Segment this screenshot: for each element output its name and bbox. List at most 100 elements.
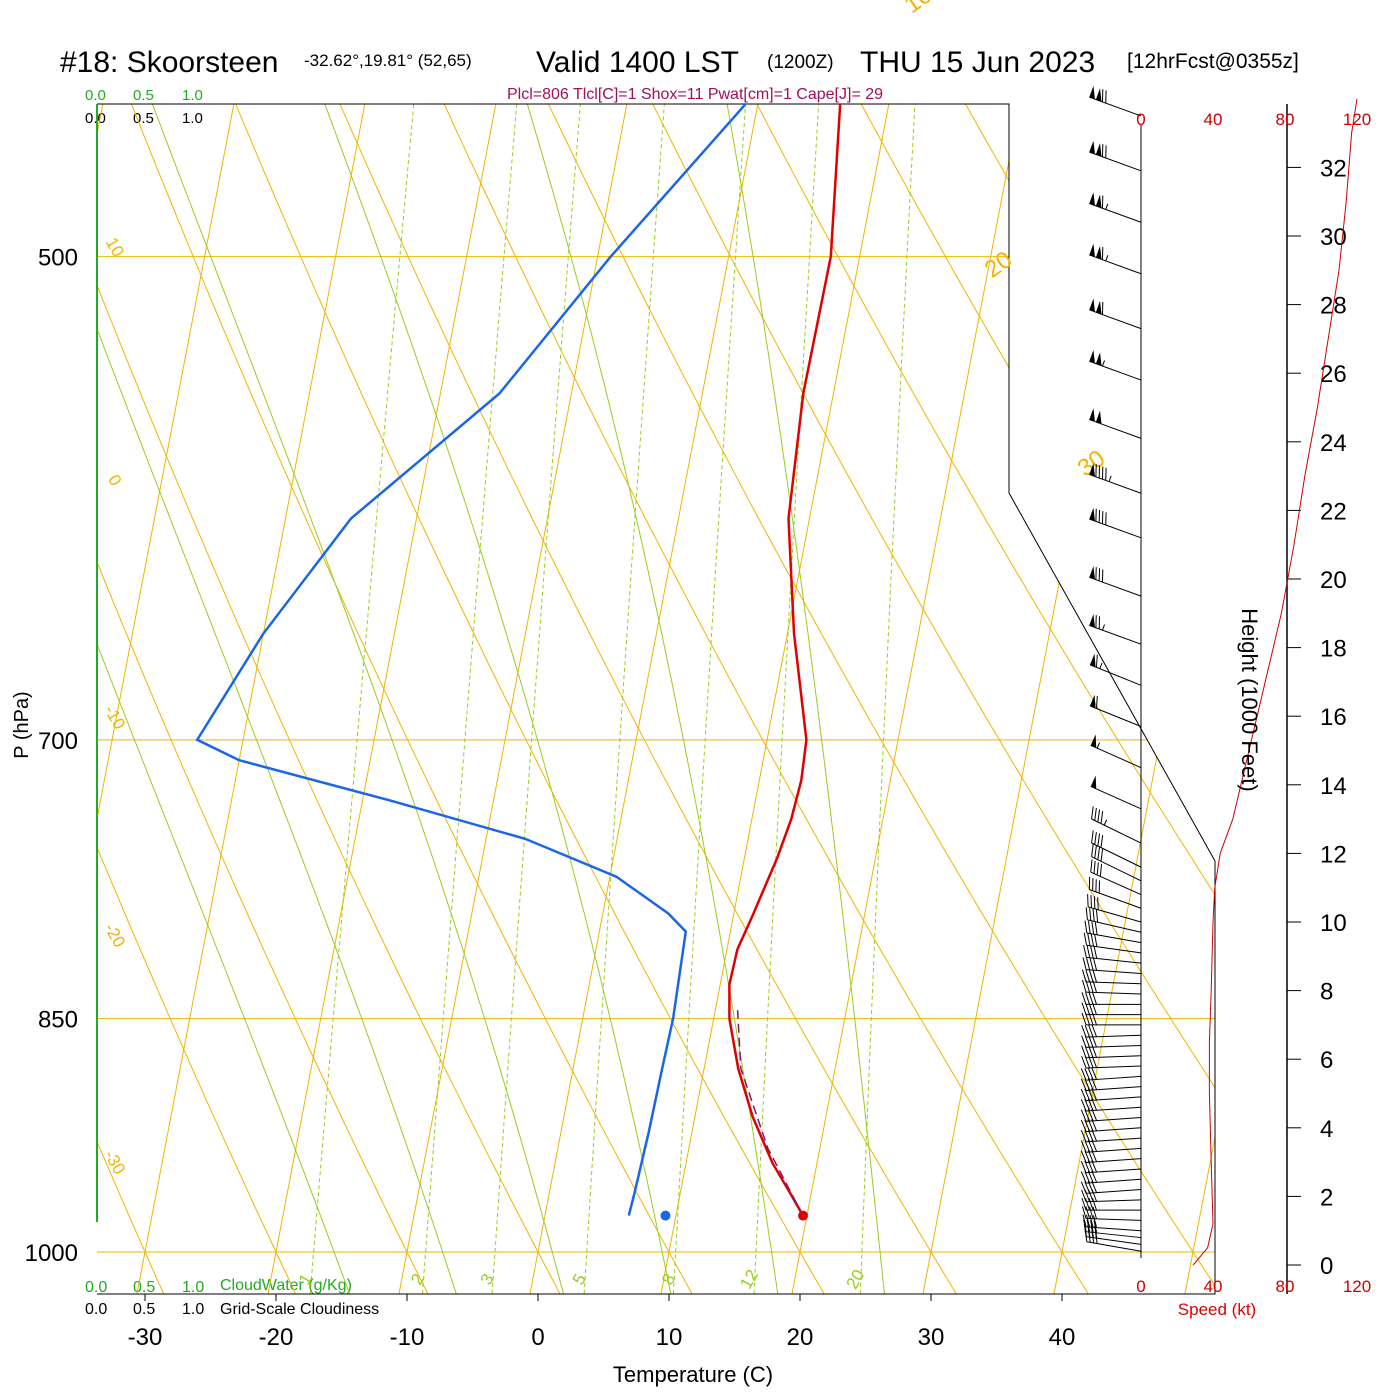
wind-barb-staff — [1089, 518, 1142, 539]
wind-barb — [1089, 243, 1142, 275]
height-tick-label: 4 — [1320, 1116, 1333, 1143]
height-tick-label: 32 — [1320, 155, 1347, 182]
wind-barb — [1081, 1197, 1141, 1211]
wind-barb-staff — [1089, 705, 1142, 727]
cloudwater-tick-2: 1.0 — [182, 1279, 204, 1296]
cloudwater-legend-label: CloudWater (g/Kg) — [220, 1277, 352, 1294]
wind-barb-staff — [1086, 956, 1142, 964]
wind-barb-feather — [1096, 862, 1099, 876]
wind-barb-feather — [1080, 1078, 1087, 1091]
wind-barb — [1082, 1214, 1142, 1232]
pressure-tick-label: 850 — [38, 1007, 78, 1034]
wind-speed-profile — [1192, 98, 1358, 1266]
wind-barb-feather — [1088, 969, 1094, 983]
wind-barb-feather — [1084, 1024, 1090, 1038]
wind-barb-feather — [1085, 957, 1091, 970]
parcel-path — [736, 1010, 804, 1216]
wind-barb-staff — [1086, 1217, 1142, 1221]
wind-barb-feather — [1084, 920, 1088, 934]
wind-barb — [1091, 844, 1142, 882]
wind-barb-half-feather — [1102, 360, 1105, 367]
wind-barb-staff — [1089, 202, 1142, 223]
wind-barb — [1085, 907, 1142, 933]
wind-barb-feather — [1095, 654, 1098, 668]
temperature-tick-label: -30 — [128, 1324, 163, 1351]
wind-panel: 0246810121416182022242628303200404080801… — [1080, 85, 1371, 1296]
wind-barb-pennant — [1089, 408, 1095, 422]
wind-barb-staff — [1089, 888, 1142, 909]
wind-barb-feather — [1080, 1130, 1087, 1143]
cloudwater-scale-top: 0.0 0.5 1.0 — [85, 87, 203, 104]
wind-barb-staff — [1086, 1034, 1142, 1038]
wind-barb-feather — [1088, 1024, 1094, 1038]
wind-barb — [1090, 734, 1142, 769]
cloudwater-tick-2: 1.0 — [182, 87, 203, 104]
wind-barb-pennant — [1095, 88, 1102, 102]
wind-barb-feather — [1097, 809, 1101, 823]
dewpoint-profile — [195, 104, 911, 1216]
wind-barb-staff — [1086, 1168, 1142, 1174]
wind-barb-feather — [1097, 847, 1101, 860]
wind-barb-staff — [1089, 360, 1142, 381]
wind-barb-feather — [1081, 1002, 1087, 1015]
cloudiness-tick-0: 0.0 — [85, 1301, 107, 1318]
wind-barb-feather — [1087, 1067, 1094, 1080]
wind-barb-feather — [1080, 1068, 1087, 1081]
valid-time: Valid 1400 LST — [536, 46, 739, 79]
wind-barb — [1089, 566, 1142, 597]
wind-barb-feather — [1084, 1150, 1091, 1163]
wind-barb-pennant — [1089, 566, 1095, 580]
wind-barb-staff — [1086, 1199, 1142, 1203]
wind-barb — [1089, 349, 1142, 381]
wind-barb-pennant — [1089, 463, 1095, 477]
wind-barb-feather — [1100, 810, 1104, 824]
wind-barb — [1090, 775, 1142, 810]
wind-barb-pennant — [1095, 194, 1102, 208]
wind-barb-feather — [1091, 806, 1094, 820]
wind-barb-pennant — [1089, 85, 1095, 100]
wind-barb — [1091, 830, 1142, 868]
dry-adiabat-line — [97, 104, 849, 1294]
wind-barb-feather — [1084, 1170, 1091, 1184]
wind-barb-feather — [1085, 992, 1090, 1005]
temperature-tick-label: 0 — [531, 1324, 544, 1351]
wind-barb-feather — [1094, 807, 1097, 821]
wind-barb-feather — [1081, 1035, 1087, 1048]
wind-barb-staff — [1086, 1236, 1142, 1245]
wind-barb — [1084, 920, 1142, 944]
wind-barb-pennant — [1090, 734, 1097, 748]
height-tick-label: 12 — [1320, 841, 1347, 868]
speed-tick-label-top: 80 — [1276, 110, 1295, 129]
wind-barb-feather — [1094, 845, 1097, 859]
wind-barb-feather — [1094, 934, 1098, 947]
wind-barb-feather — [1089, 908, 1092, 921]
speed-tick-label-top: 40 — [1204, 110, 1223, 129]
wind-barb-staff — [1086, 944, 1142, 954]
dry-adiabat-label: -10 — [100, 702, 129, 733]
mixing-ratio-label: 5 — [569, 1270, 590, 1288]
wind-barb-staff — [1086, 981, 1142, 985]
wind-barb-staff — [1089, 309, 1142, 330]
wind-barb-half-feather — [1105, 255, 1109, 262]
wind-barb-staff — [1091, 856, 1142, 882]
wind-barb-feather — [1099, 863, 1103, 877]
mixing-ratio-label: 12 — [736, 1266, 762, 1292]
x-axis-title: Temperature (C) — [613, 1362, 773, 1387]
height-tick-label: 24 — [1320, 430, 1347, 457]
wind-barb — [1089, 463, 1142, 494]
wind-barb-staff — [1086, 1055, 1142, 1059]
wind-barb-feather — [1081, 1197, 1087, 1211]
wind-barb-staff — [1090, 744, 1142, 769]
speed-tick-label-bottom: 80 — [1276, 1277, 1295, 1296]
wind-barb — [1091, 806, 1142, 844]
temperature-tick-label: 30 — [918, 1324, 945, 1351]
wind-barb-feather — [1084, 1055, 1090, 1069]
wind-barb-staff — [1086, 1086, 1142, 1091]
wind-barb-pennant — [1095, 143, 1102, 157]
wind-barb-staff — [1089, 473, 1142, 494]
dry-adiabat-line — [97, 104, 716, 1294]
wind-barb — [1083, 932, 1142, 954]
wind-barb-feather — [1084, 1088, 1091, 1101]
temperature-tick-label: -20 — [259, 1324, 294, 1351]
cloudwater-tick-0: 0.0 — [85, 1279, 107, 1296]
